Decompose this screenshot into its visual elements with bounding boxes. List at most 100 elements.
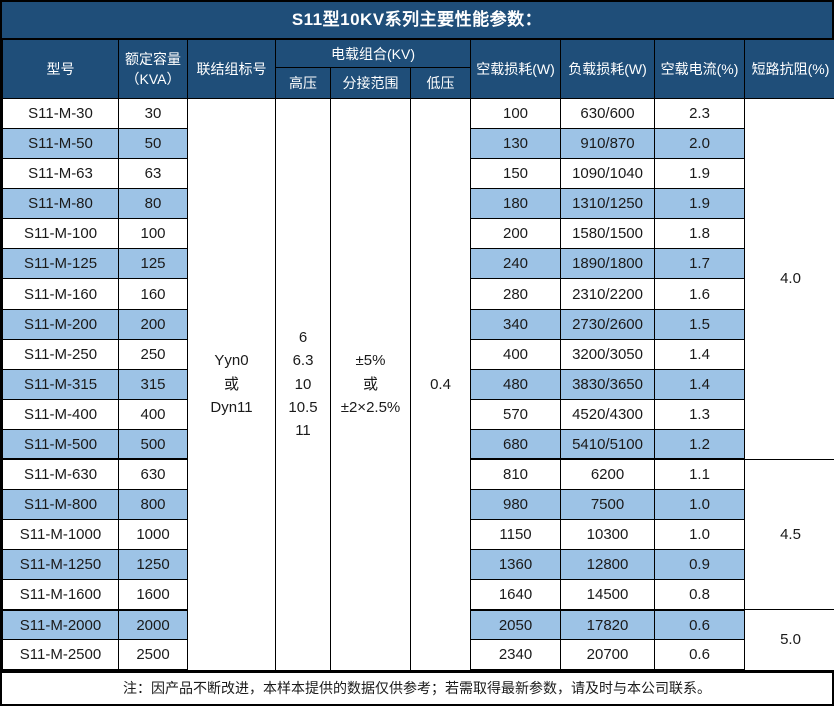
- col-header-lv: 低压: [409, 67, 472, 99]
- model-cell: S11-M-80: [2, 188, 119, 220]
- no-load-loss-cell: 240: [470, 248, 562, 280]
- connection-cell-line: Dyn11: [210, 398, 253, 416]
- hv-cell: 6 6.3 10 10.5 11: [275, 98, 331, 671]
- hv-cell-line: 6.3: [292, 352, 314, 370]
- tap-range-cell-line: ±2×2.5%: [340, 398, 401, 416]
- capacity-cell: 1600: [118, 579, 188, 611]
- no-load-current-cell: 0.9: [654, 549, 746, 581]
- impedance-cell: 5.0: [744, 609, 834, 671]
- capacity-cell: 250: [118, 338, 188, 370]
- load-loss-cell: 3830/3650: [560, 368, 656, 400]
- no-load-current-cell: 1.9: [654, 158, 746, 190]
- no-load-current-cell: 1.0: [654, 519, 746, 551]
- table-row: S11-M-50 50 130 910/870 2.0: [2, 128, 834, 160]
- no-load-current-cell: 1.5: [654, 308, 746, 340]
- model-cell: S11-M-160: [2, 278, 119, 310]
- model-cell: S11-M-63: [2, 158, 119, 190]
- no-load-current-cell: 1.3: [654, 398, 746, 430]
- load-loss-cell: 7500: [560, 489, 656, 521]
- col-header-tap-range: 分接范围: [330, 67, 411, 99]
- col-header-load-loss: 负载损耗(W): [560, 39, 656, 99]
- no-load-loss-cell: 340: [470, 308, 562, 340]
- no-load-current-cell: 1.9: [654, 188, 746, 220]
- model-cell: S11-M-50: [2, 128, 119, 160]
- no-load-current-cell: 1.1: [654, 458, 746, 491]
- col-header-capacity: 额定容量 （KVA）: [118, 39, 188, 99]
- no-load-loss-cell: 1150: [470, 519, 562, 551]
- model-cell: S11-M-400: [2, 398, 119, 430]
- no-load-current-cell: 1.0: [654, 489, 746, 521]
- no-load-loss-cell: 680: [470, 428, 562, 461]
- load-loss-cell: 2310/2200: [560, 278, 656, 310]
- load-loss-cell: 4520/4300: [560, 398, 656, 430]
- col-header-hv: 高压: [275, 67, 331, 99]
- table-row: S11-M-800 800 980 7500 1.0: [2, 489, 834, 521]
- no-load-loss-cell: 2340: [470, 639, 562, 672]
- model-cell: S11-M-125: [2, 248, 119, 280]
- table-row: S11-M-250 250 400 3200/3050 1.4: [2, 338, 834, 370]
- capacity-cell: 315: [118, 368, 188, 400]
- model-cell: S11-M-100: [2, 218, 119, 250]
- no-load-current-cell: 0.6: [654, 639, 746, 672]
- no-load-loss-cell: 180: [470, 188, 562, 220]
- table-row: S11-M-1250 1250 1360 12800 0.9: [2, 549, 834, 581]
- hv-cell-line: 10: [294, 375, 312, 393]
- table-row: S11-M-400 400 570 4520/4300 1.3: [2, 398, 834, 430]
- impedance-cell: 4.0: [744, 98, 834, 460]
- impedance-cell: 4.5: [744, 458, 834, 611]
- capacity-cell: 30: [118, 97, 188, 130]
- load-loss-cell: 1890/1800: [560, 248, 656, 280]
- model-cell: S11-M-2000: [2, 609, 119, 641]
- model-cell: S11-M-2500: [2, 639, 119, 672]
- tap-range-cell-line: 或: [362, 375, 378, 393]
- load-loss-cell: 5410/5100: [560, 428, 656, 461]
- model-cell: S11-M-315: [2, 368, 119, 400]
- footer-note: 注：因产品不断改进，本样本提供的数据仅供参考；若需取得最新参数，请及时与本公司联…: [2, 671, 832, 704]
- no-load-current-cell: 1.2: [654, 428, 746, 461]
- table-row: S11-M-1600 1600 1640 14500 0.8: [2, 579, 834, 611]
- header-row-2: 高压 分接范围 低压: [3, 67, 834, 99]
- hv-cell-line: 10.5: [288, 398, 318, 416]
- load-loss-cell: 1310/1250: [560, 188, 656, 220]
- load-loss-cell: 1090/1040: [560, 158, 656, 190]
- capacity-cell: 125: [118, 248, 188, 280]
- col-header-voltage-group: 电载组合(KV): [274, 39, 472, 68]
- no-load-loss-cell: 130: [470, 128, 562, 160]
- no-load-loss-cell: 570: [470, 398, 562, 430]
- load-loss-cell: 14500: [560, 579, 656, 611]
- capacity-cell: 1250: [118, 549, 188, 581]
- tap-range-cell: ±5% 或 ±2×2.5%: [330, 98, 411, 671]
- no-load-current-cell: 2.3: [654, 97, 746, 130]
- capacity-cell: 500: [118, 428, 188, 461]
- col-header-no-load-loss: 空载损耗(W): [470, 39, 562, 99]
- capacity-cell: 800: [118, 489, 188, 521]
- col-header-capacity-line1: 额定容量: [125, 51, 181, 67]
- capacity-cell: 160: [118, 278, 188, 310]
- no-load-loss-cell: 100: [470, 97, 562, 130]
- load-loss-cell: 910/870: [560, 128, 656, 160]
- no-load-loss-cell: 150: [470, 158, 562, 190]
- capacity-cell: 200: [118, 308, 188, 340]
- model-cell: S11-M-1600: [2, 579, 119, 611]
- capacity-cell: 630: [118, 458, 188, 491]
- capacity-cell: 1000: [118, 519, 188, 551]
- no-load-loss-cell: 200: [470, 218, 562, 250]
- connection-cell: Yyn0 或 Dyn11: [187, 98, 276, 671]
- model-cell: S11-M-1000: [2, 519, 119, 551]
- model-cell: S11-M-1250: [2, 549, 119, 581]
- table-body: S11-M-30 30 Yyn0 或 Dyn11 6 6.3 10 10.5 11 ±5% 或 ±2×2…: [2, 97, 834, 672]
- table-row: S11-M-2000 2000 2050 17820 0.6 5.0: [2, 609, 834, 671]
- table-row: S11-M-160 160 280 2310/2200 1.6: [2, 278, 834, 310]
- load-loss-cell: 20700: [560, 639, 656, 672]
- table-row: S11-M-100 100 200 1580/1500 1.8: [2, 218, 834, 250]
- table-header: 型号 额定容量 （KVA） 联结组标号 电载组合(KV) 空载损耗(W) 负载损…: [2, 39, 834, 99]
- hv-cell-line: 6: [298, 329, 308, 347]
- table-row: S11-M-125 125 240 1890/1800 1.7: [2, 248, 834, 280]
- capacity-cell: 50: [118, 128, 188, 160]
- table-row: S11-M-630 630 810 6200 1.1 4.5: [2, 458, 834, 611]
- table-row: S11-M-30 30 Yyn0 或 Dyn11 6 6.3 10 10.5 11 ±5% 或 ±2×2…: [2, 97, 834, 671]
- capacity-cell: 63: [118, 158, 188, 190]
- table-row: S11-M-2500 2500 2340 20700 0.6: [2, 639, 834, 672]
- load-loss-cell: 3200/3050: [560, 338, 656, 370]
- col-header-model: 型号: [2, 39, 119, 99]
